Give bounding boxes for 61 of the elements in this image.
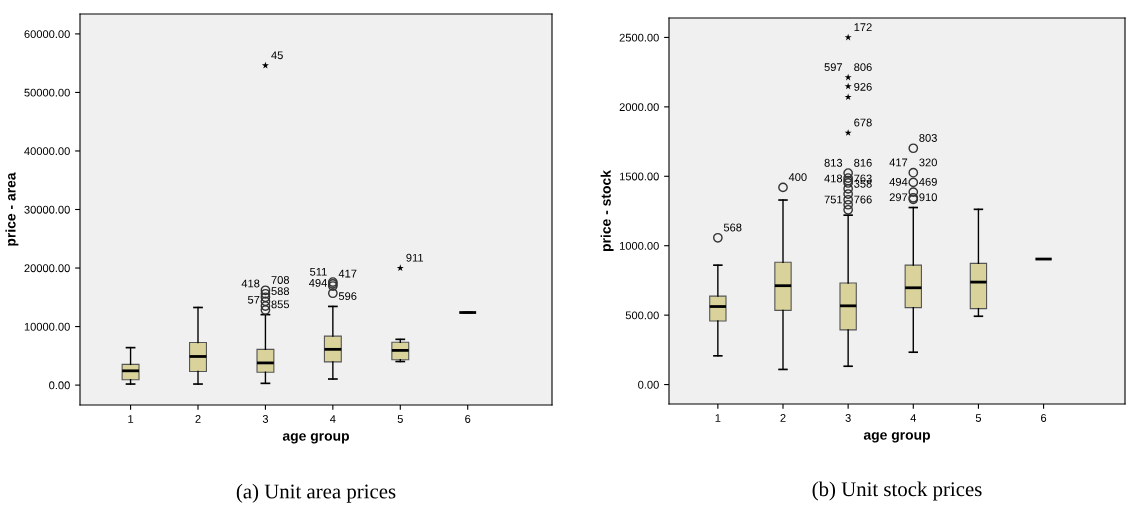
annotation: 418 <box>241 279 260 288</box>
y-tick-label: 2500.00 <box>619 33 659 42</box>
annotation: 417 <box>338 269 357 278</box>
annotation: 751 <box>824 195 843 204</box>
annotation: 172 <box>854 23 872 31</box>
annotation: 297 <box>889 193 908 202</box>
y-tick-label: 500.00 <box>625 311 659 320</box>
annotation: 469 <box>919 177 937 186</box>
annotation: 417 <box>889 158 908 167</box>
x-tick-label: 4 <box>910 414 917 422</box>
annotation: 494 <box>309 278 327 287</box>
annotation: 806 <box>854 63 872 72</box>
x-tick-label: 5 <box>975 414 982 422</box>
text: (b) Unit stock prices <box>812 481 982 501</box>
x-axis-title: age group <box>282 433 349 444</box>
x-tick-label: 3 <box>262 415 269 423</box>
annotation: 400 <box>788 173 807 182</box>
x-tick-label: 4 <box>330 415 336 423</box>
y-tick-label: 1500.00 <box>619 172 659 181</box>
annotation: 320 <box>919 158 937 167</box>
y-tick-label: 0.00 <box>49 381 70 390</box>
y-tick-label: 60000.00 <box>24 30 70 39</box>
annotation: 803 <box>919 134 937 142</box>
annotation: 494 <box>889 177 908 186</box>
y-axis-title: price - area <box>5 172 19 246</box>
x-axis-title: age group <box>863 432 930 443</box>
annotation: 418 <box>824 174 843 183</box>
annotation: 813 <box>824 158 843 167</box>
annotation: 911 <box>406 253 424 262</box>
y-tick-label: 50000.00 <box>24 88 70 97</box>
annotation: 45 <box>271 51 283 60</box>
annotation: 57 <box>247 295 260 304</box>
annotation: 597 <box>824 63 843 72</box>
annotation: 708 <box>271 276 290 284</box>
x-tick-label: 6 <box>1041 414 1047 422</box>
x-tick-label: 2 <box>195 415 201 423</box>
y-tick-label: 30000.00 <box>24 205 70 214</box>
annotation: 588 <box>271 287 290 296</box>
y-tick-label: 0.00 <box>638 380 659 389</box>
y-tick-label: 2000.00 <box>619 103 659 111</box>
y-tick-label: 40000.00 <box>24 147 70 156</box>
annotation: 568 <box>723 223 742 232</box>
annotation: 816 <box>854 158 872 167</box>
y-tick-label: 20000.00 <box>24 264 70 273</box>
y-tick-label: 10000.00 <box>24 322 70 331</box>
x-tick-label: 2 <box>780 414 786 422</box>
x-tick-label: 6 <box>465 415 471 423</box>
annotation: 766 <box>854 195 872 204</box>
annotation: 511 <box>310 267 327 276</box>
annotation: 596 <box>338 292 357 301</box>
annotation: 926 <box>854 82 872 91</box>
text: (a) Unit area prices <box>236 483 396 503</box>
y-axis-title: price - stock <box>600 170 614 251</box>
x-tick-label: 1 <box>128 415 134 423</box>
x-tick-label: 5 <box>397 415 403 423</box>
annotation: 910 <box>919 193 937 202</box>
x-tick-label: 1 <box>715 414 721 422</box>
x-tick-label: 3 <box>845 414 851 422</box>
y-tick-label: 1000.00 <box>619 241 659 250</box>
annotation: 678 <box>854 118 872 127</box>
annotation: 855 <box>271 300 290 309</box>
